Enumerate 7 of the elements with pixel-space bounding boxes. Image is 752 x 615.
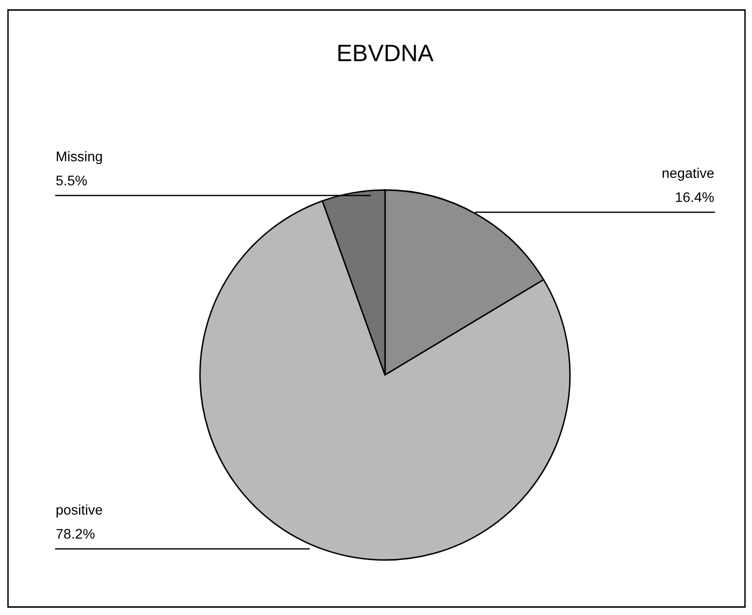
slice-label: Missing — [56, 151, 102, 164]
data-label: 16.4% — [676, 192, 714, 202]
chart-title: EBVDNA — [338, 44, 434, 62]
slice-label: negative — [662, 168, 714, 181]
slice-label: positive — [56, 504, 102, 518]
data-label: 5.5% — [56, 176, 87, 186]
data-label: 78.2% — [56, 528, 95, 539]
